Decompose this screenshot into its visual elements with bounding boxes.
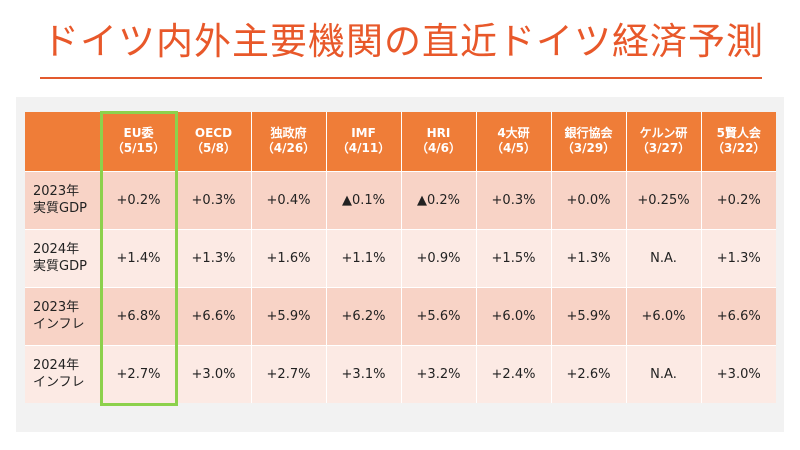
- header-four-institutes: 4大研 （4/5）: [476, 112, 552, 171]
- header-date: （3/27）: [636, 141, 691, 156]
- row-label: 2023年インフレ: [25, 286, 102, 345]
- value-cell: +6.6%: [701, 286, 776, 345]
- value-cell: +2.6%: [551, 344, 627, 403]
- value-cell: +1.3%: [701, 228, 776, 287]
- value-cell: ▲0.2%: [401, 170, 477, 229]
- header-date: （3/29）: [561, 141, 616, 156]
- value-cell: N.A.: [626, 344, 702, 403]
- table-row: 2024年実質GDP +1.4% +1.3% +1.6% +1.1% +0.9%…: [25, 228, 776, 287]
- table-header-row: EU委 （5/15） OECD （5/8） 独政府 （4/26） IMF （4/11） …: [25, 112, 776, 171]
- value-cell: +0.9%: [401, 228, 477, 287]
- value-cell: +0.25%: [626, 170, 702, 229]
- header-date: （4/6）: [415, 141, 462, 156]
- row-label-line2: 実質GDP: [33, 259, 87, 274]
- value-cell: +3.1%: [326, 344, 402, 403]
- value-cell: +2.7%: [101, 344, 177, 403]
- header-imf: IMF （4/11）: [326, 112, 402, 171]
- row-label-line1: 2023年: [33, 184, 80, 199]
- value-cell: +3.0%: [701, 344, 776, 403]
- row-label: 2023年実質GDP: [25, 170, 102, 229]
- header-org: ケルン研: [639, 126, 688, 141]
- value-cell: +0.0%: [551, 170, 627, 229]
- value-cell: +5.9%: [251, 286, 327, 345]
- value-cell: +6.0%: [476, 286, 552, 345]
- header-org: 銀行協会: [564, 126, 613, 141]
- value-cell: +3.2%: [401, 344, 477, 403]
- value-cell: +6.8%: [101, 286, 177, 345]
- header-org: 4大研: [497, 126, 530, 141]
- header-org: HRI: [426, 126, 451, 141]
- value-cell: +1.4%: [101, 228, 177, 287]
- table-row: 2024年 インフレ +2.7% +3.0% +2.7% +3.1% +3.2% …: [25, 344, 776, 403]
- header-org: OECD: [194, 126, 233, 141]
- value-cell: +6.2%: [326, 286, 402, 345]
- header-org: 独政府: [270, 126, 307, 141]
- value-cell: +2.4%: [476, 344, 552, 403]
- value-cell: +0.4%: [251, 170, 327, 229]
- header-date: （4/5）: [490, 141, 537, 156]
- value-cell: +6.6%: [176, 286, 252, 345]
- header-org: EU委: [123, 126, 154, 141]
- value-cell: +0.3%: [476, 170, 552, 229]
- row-label: 2024年実質GDP: [25, 228, 102, 287]
- header-council-of-experts: 5賢人会 （3/22）: [701, 112, 776, 171]
- header-eu-commission: EU委 （5/15）: [101, 112, 177, 171]
- header-date: （4/26）: [261, 141, 316, 156]
- value-cell: +1.6%: [251, 228, 327, 287]
- value-cell: +1.5%: [476, 228, 552, 287]
- table-row: 2023年 インフレ +6.8% +6.6% +5.9% +6.2% +5.6% …: [25, 286, 776, 345]
- value-cell: +0.2%: [701, 170, 776, 229]
- header-date: （4/11）: [336, 141, 391, 156]
- row-label-line1: 2024年: [33, 242, 80, 257]
- title-divider: [40, 77, 762, 79]
- header-cologne-institute: ケルン研 （3/27）: [626, 112, 702, 171]
- value-cell: +2.7%: [251, 344, 327, 403]
- header-org: IMF: [351, 126, 376, 141]
- table-row: 2023年実質GDP +0.2% +0.3% +0.4% ▲0.1% ▲0.2%…: [25, 170, 776, 229]
- value-cell: +5.9%: [551, 286, 627, 345]
- value-cell: +0.2%: [101, 170, 177, 229]
- value-cell: N.A.: [626, 228, 702, 287]
- header-bank-association: 銀行協会 （3/29）: [551, 112, 627, 171]
- header-hri: HRI （4/6）: [401, 112, 477, 171]
- row-label: 2024年 インフレ: [25, 344, 102, 403]
- header-date: （5/15）: [111, 141, 166, 156]
- header-german-government: 独政府 （4/26）: [251, 112, 327, 171]
- value-cell: +3.0%: [176, 344, 252, 403]
- header-org: 5賢人会: [716, 126, 761, 141]
- header-corner-cell: [25, 112, 102, 171]
- row-label-line1: 2024年: [33, 358, 80, 374]
- value-cell: +6.0%: [626, 286, 702, 345]
- header-date: （5/8）: [190, 141, 237, 156]
- header-oecd: OECD （5/8）: [176, 112, 252, 171]
- value-cell: +1.1%: [326, 228, 402, 287]
- value-cell: +0.3%: [176, 170, 252, 229]
- value-cell: ▲0.1%: [326, 170, 402, 229]
- row-label-line2: インフレ: [33, 317, 85, 332]
- row-label-line1: 2023年: [33, 300, 80, 315]
- value-cell: +5.6%: [401, 286, 477, 345]
- row-label-line2: 実質GDP: [33, 201, 87, 216]
- row-label-line2: インフレ: [33, 375, 85, 391]
- slide-title: ドイツ内外主要機関の直近ドイツ経済予測: [42, 20, 764, 63]
- value-cell: +1.3%: [551, 228, 627, 287]
- forecast-table: EU委 （5/15） OECD （5/8） 独政府 （4/26） IMF （4/11） …: [25, 112, 776, 403]
- header-date: （3/22）: [712, 141, 766, 156]
- value-cell: +1.3%: [176, 228, 252, 287]
